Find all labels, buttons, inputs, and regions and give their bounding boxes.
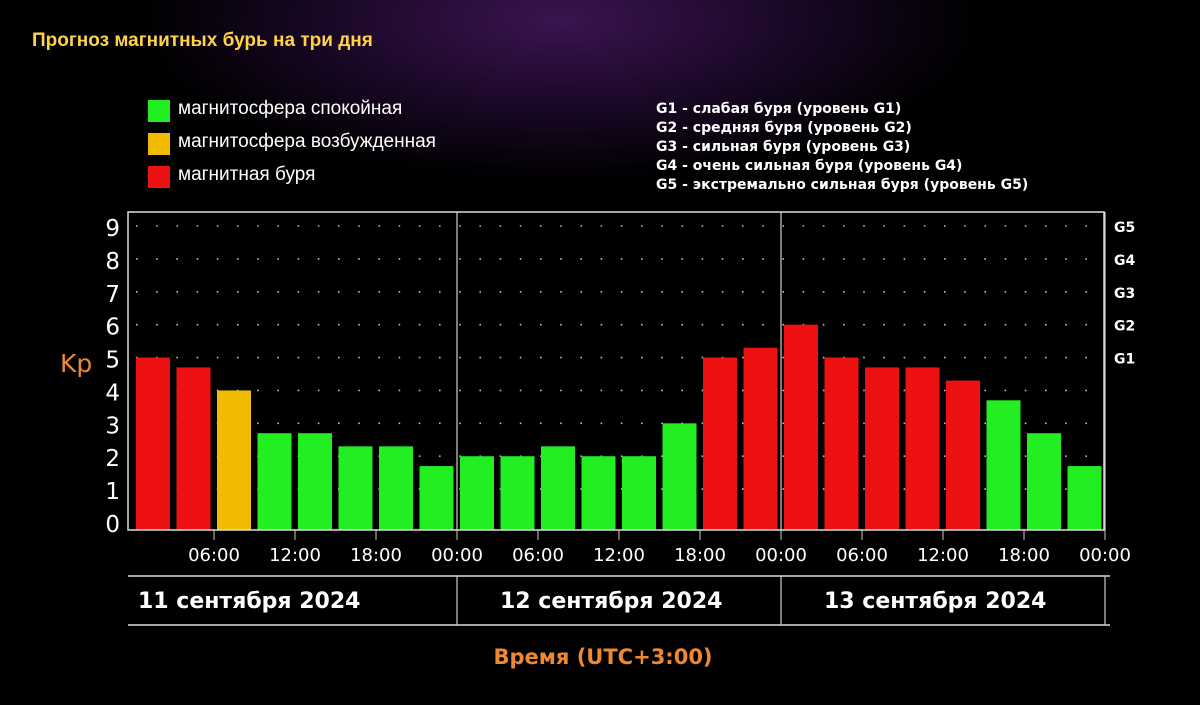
bar <box>541 446 575 530</box>
y-axis-label: Kp <box>60 349 92 378</box>
legend-swatch-quiet <box>148 100 170 122</box>
bar <box>824 357 859 530</box>
bar <box>622 456 656 530</box>
x-tick-label: 18:00 <box>998 545 1050 566</box>
storm-level-tick: G4 <box>1114 253 1135 269</box>
bars <box>136 324 1102 530</box>
bar <box>743 347 778 530</box>
bar <box>865 367 899 530</box>
storm-level-tick: G2 <box>1114 319 1135 335</box>
bar <box>581 456 616 530</box>
bar <box>136 357 170 530</box>
bar <box>217 390 251 530</box>
date-label: 11 сентября 2024 <box>138 589 360 614</box>
x-tick-label: 06:00 <box>512 545 564 566</box>
x-tick-label: 00:00 <box>1079 545 1131 566</box>
legend-item-quiet: магнитосфера спокойная <box>148 98 528 122</box>
legend-swatch-storm <box>148 166 170 188</box>
date-label: 13 сентября 2024 <box>824 589 1046 614</box>
storm-level-tick: G3 <box>1114 286 1135 302</box>
chart-title: Прогноз магнитных бурь на три дня <box>32 30 373 51</box>
bar <box>1027 433 1061 530</box>
x-tick-label: 00:00 <box>755 545 807 566</box>
legend-label-quiet: магнитосфера спокойная <box>178 98 403 119</box>
y-tick-label: 6 <box>105 315 120 341</box>
y-tick-label: 5 <box>105 348 120 374</box>
x-tick-label: 18:00 <box>674 545 726 566</box>
legend-item-storm: магнитная буря <box>148 164 528 188</box>
x-tick-label: 12:00 <box>917 545 969 566</box>
y-tick-label: 8 <box>105 249 120 275</box>
y-tick-label: 3 <box>105 413 120 439</box>
y-tick-label: 7 <box>105 282 120 308</box>
x-tick-label: 12:00 <box>593 545 645 566</box>
x-tick-label: 18:00 <box>350 545 402 566</box>
x-axis-label: Время (UTC+3:00) <box>493 645 712 669</box>
y-tick-label: 2 <box>105 446 120 472</box>
bar <box>1067 466 1102 530</box>
x-tick-label: 06:00 <box>836 545 888 566</box>
legend-label-storm: магнитная буря <box>178 164 316 185</box>
bar <box>338 446 373 530</box>
bar <box>298 433 332 530</box>
x-tick-label: 12:00 <box>269 545 321 566</box>
date-label: 12 сентября 2024 <box>500 589 722 614</box>
bar <box>784 324 818 530</box>
y-tick-label: 1 <box>105 479 120 505</box>
storm-level-tick: G5 <box>1114 220 1135 236</box>
bar <box>946 380 980 530</box>
bar <box>703 357 737 530</box>
storm-level-g5: G5 - экстремально сильная буря (уровень … <box>656 177 1029 193</box>
bar <box>662 423 697 530</box>
bar <box>176 367 211 530</box>
x-tick-label: 06:00 <box>188 545 240 566</box>
bar <box>379 446 413 530</box>
axis-labels: 0 1 2 3 4 5 6 7 8 9 G1 G2 G3 G4 G5 Kp 06:00 12:00 18:00 00:… <box>60 216 1135 669</box>
storm-level-g3: G3 - сильная буря (уровень G3) <box>656 139 911 155</box>
storm-level-g1: G1 - слабая буря (уровень G1) <box>656 101 902 117</box>
legend-label-active: магнитосфера возбужденная <box>178 131 436 152</box>
plot-frame <box>127 211 1105 531</box>
axes <box>127 211 1110 626</box>
bar <box>905 367 940 530</box>
bar <box>986 400 1021 530</box>
storm-level-tick: G1 <box>1114 352 1135 368</box>
storm-level-g4: G4 - очень сильная буря (уровень G4) <box>656 158 963 174</box>
y-tick-label: 0 <box>105 512 120 538</box>
bar <box>460 456 494 530</box>
legend-swatch-active <box>148 133 170 155</box>
bar <box>419 466 454 530</box>
y-tick-label: 4 <box>105 380 120 406</box>
bar <box>257 433 292 530</box>
x-tick-label: 00:00 <box>431 545 483 566</box>
y-tick-label: 9 <box>105 216 120 242</box>
storm-level-g2: G2 - средняя буря (уровень G2) <box>656 120 912 136</box>
bar <box>500 456 535 530</box>
legend-item-active: магнитосфера возбужденная <box>148 131 528 155</box>
